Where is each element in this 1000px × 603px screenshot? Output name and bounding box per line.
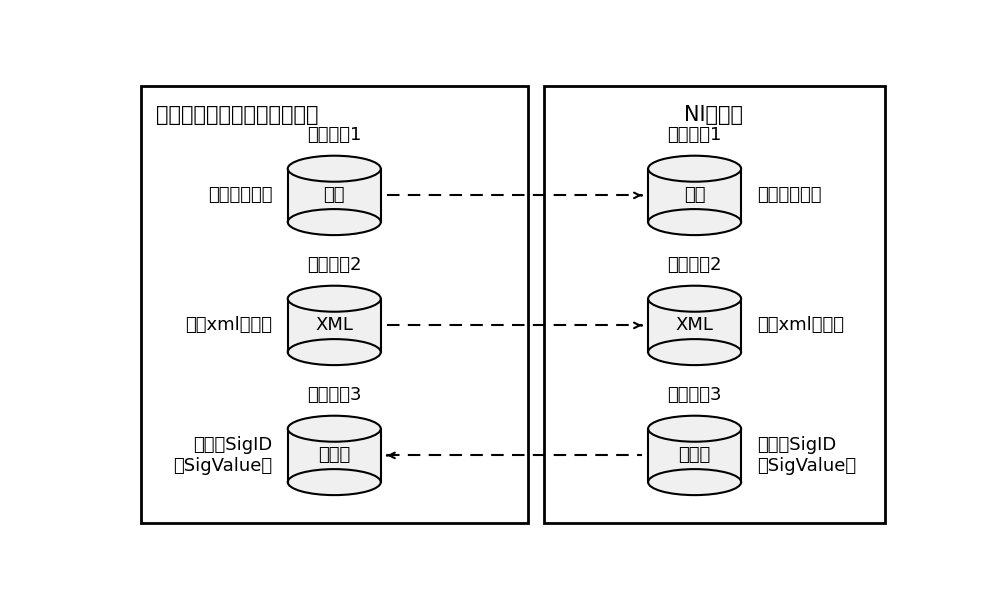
Polygon shape xyxy=(648,298,741,352)
Polygon shape xyxy=(288,298,381,352)
Polygon shape xyxy=(648,429,741,482)
Text: 命令: 命令 xyxy=(684,186,705,204)
Text: 读取xml字符串: 读取xml字符串 xyxy=(757,317,844,335)
Ellipse shape xyxy=(288,209,381,235)
Ellipse shape xyxy=(288,286,381,312)
Bar xyxy=(544,86,885,523)
Ellipse shape xyxy=(288,469,381,495)
Polygon shape xyxy=(288,429,381,482)
Ellipse shape xyxy=(648,209,741,235)
Text: 共享变量3: 共享变量3 xyxy=(307,386,362,404)
Ellipse shape xyxy=(648,286,741,312)
Polygon shape xyxy=(648,169,741,222)
Text: 族数组: 族数组 xyxy=(318,446,350,464)
Text: 写入（SigID
和SigValue）: 写入（SigID 和SigValue） xyxy=(757,436,856,475)
Text: 共享变量3: 共享变量3 xyxy=(667,386,722,404)
Ellipse shape xyxy=(288,339,381,365)
Ellipse shape xyxy=(648,339,741,365)
Text: 共享变量1: 共享变量1 xyxy=(667,126,722,144)
Text: 共享变量1: 共享变量1 xyxy=(307,126,361,144)
Text: 写入控制命令: 写入控制命令 xyxy=(208,186,272,204)
Text: 写入xml字符串: 写入xml字符串 xyxy=(185,317,272,335)
Ellipse shape xyxy=(648,156,741,182)
Ellipse shape xyxy=(288,415,381,442)
Text: XML: XML xyxy=(676,317,714,335)
Text: 命令: 命令 xyxy=(324,186,345,204)
Text: 机电系统状态模拟与故障注入: 机电系统状态模拟与故障注入 xyxy=(156,105,318,125)
Text: 共享变量2: 共享变量2 xyxy=(667,256,722,274)
Text: 族数组: 族数组 xyxy=(678,446,711,464)
Ellipse shape xyxy=(648,469,741,495)
Text: 读取（SigID
和SigValue）: 读取（SigID 和SigValue） xyxy=(173,436,272,475)
Text: NI下位机: NI下位机 xyxy=(684,105,744,125)
Polygon shape xyxy=(288,169,381,222)
Text: 共享变量2: 共享变量2 xyxy=(307,256,362,274)
Ellipse shape xyxy=(648,415,741,442)
Text: XML: XML xyxy=(315,317,353,335)
Ellipse shape xyxy=(288,156,381,182)
Text: 读取控制命令: 读取控制命令 xyxy=(757,186,821,204)
Bar xyxy=(140,86,528,523)
